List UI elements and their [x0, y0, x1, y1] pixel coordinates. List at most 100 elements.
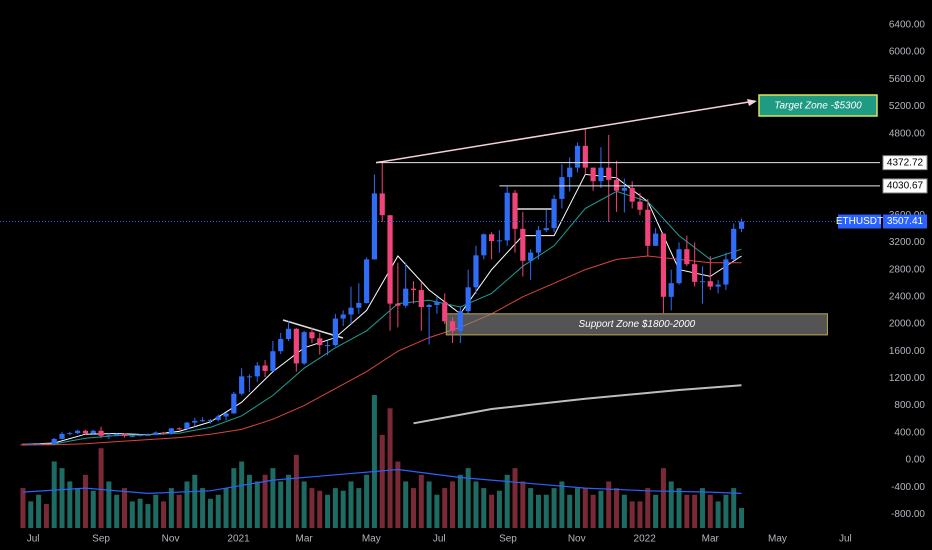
- candle-body: [301, 332, 307, 364]
- candle-body: [168, 428, 174, 434]
- candle-body: [715, 284, 721, 287]
- volume-bar: [715, 501, 721, 528]
- x-tick-label: 2022: [634, 534, 657, 545]
- volume-bar: [395, 461, 401, 528]
- ma-line: [413, 384, 742, 425]
- x-tick-label: Jul: [839, 534, 852, 545]
- volume-bar: [426, 481, 432, 528]
- candle-body: [239, 376, 245, 394]
- volume-bar: [403, 481, 409, 528]
- y-tick-label: -800.00: [891, 509, 925, 520]
- y-tick-label: 5200.00: [889, 101, 926, 112]
- target-arrow: [375, 100, 756, 164]
- volume-bar: [653, 494, 659, 528]
- candle-body: [606, 167, 612, 180]
- volume-bar: [20, 488, 26, 528]
- candle-body: [473, 255, 479, 288]
- candle-body: [153, 432, 159, 435]
- volume-bar: [457, 474, 463, 528]
- candle-body: [731, 228, 737, 260]
- volume-bar: [559, 481, 565, 528]
- candle-body: [434, 302, 440, 305]
- volume-bar: [348, 481, 354, 528]
- y-tick-label: 800.00: [894, 400, 925, 411]
- candle-body: [43, 443, 49, 445]
- candle-body: [598, 167, 604, 182]
- candle-body: [465, 287, 471, 312]
- volume-bar: [520, 481, 526, 528]
- candle-body: [207, 419, 214, 421]
- target-zone-box: [758, 94, 878, 117]
- ma-line: [22, 255, 742, 446]
- candle-body: [449, 321, 456, 331]
- candle-body: [699, 281, 706, 283]
- volume-bar: [512, 468, 518, 528]
- x-tick-label: Nov: [162, 534, 180, 545]
- candle-body: [426, 304, 432, 308]
- y-tick-label: 5600.00: [889, 74, 926, 85]
- volume-bar: [332, 488, 338, 528]
- volume-bar: [489, 494, 495, 528]
- candle-body: [246, 376, 253, 378]
- volume-bar: [465, 468, 471, 528]
- candle-body: [668, 283, 674, 297]
- volume-bar: [325, 494, 331, 528]
- candle-body: [535, 230, 542, 253]
- volume-bar: [317, 490, 323, 528]
- volume-bar: [90, 490, 96, 528]
- volume-bar: [567, 494, 573, 528]
- candle-body: [200, 420, 206, 422]
- volume-bar: [614, 488, 620, 528]
- x-tick-label: Sep: [499, 534, 517, 545]
- candle-body: [418, 290, 424, 308]
- candle-body: [340, 314, 346, 319]
- volume-bar: [629, 501, 635, 528]
- volume-ma-line: [22, 468, 742, 495]
- volume-bar: [723, 494, 729, 528]
- volume-bar: [410, 488, 416, 528]
- y-tick-label: 2800.00: [889, 264, 926, 275]
- candle-body: [543, 228, 549, 231]
- x-tick-label: May: [768, 534, 787, 545]
- y-tick-label: 1200.00: [889, 373, 926, 384]
- candle-body: [278, 338, 284, 352]
- candle-body: [121, 433, 128, 436]
- candle-body: [574, 145, 581, 168]
- candle-body: [262, 365, 268, 371]
- volume-bar: [67, 481, 73, 528]
- candle-body: [223, 413, 229, 417]
- candle-body: [293, 328, 299, 364]
- volume-bar: [543, 494, 549, 528]
- candle-body: [324, 345, 331, 347]
- price-tag: [883, 214, 927, 229]
- volume-bar: [231, 468, 237, 528]
- candle-body: [270, 351, 276, 371]
- candle-body: [481, 234, 487, 256]
- candle-body: [184, 422, 190, 429]
- volume-bar: [582, 488, 588, 528]
- level-label: 4030.67: [887, 181, 924, 192]
- level-tag: [882, 178, 928, 194]
- volume-bar: [75, 488, 81, 528]
- volume-bar: [200, 488, 206, 528]
- volume-bar: [43, 504, 49, 528]
- candle-body: [67, 433, 73, 435]
- volume-bar: [379, 434, 385, 528]
- volume-bar: [535, 494, 541, 528]
- candle-body: [403, 288, 409, 306]
- candle-body: [371, 193, 378, 260]
- candle-body: [660, 233, 667, 297]
- volume-bar: [192, 474, 198, 528]
- volume-bar: [98, 448, 104, 528]
- volume-bar: [684, 494, 690, 528]
- volume-bar: [106, 481, 112, 528]
- volume-bar: [137, 498, 143, 528]
- volume-bar: [606, 481, 612, 528]
- candle-body: [129, 435, 135, 437]
- candle-body: [637, 201, 643, 210]
- candle-body: [82, 430, 89, 434]
- volume-bar: [590, 494, 596, 528]
- y-tick-label: 2000.00: [889, 319, 926, 330]
- volume-bar: [356, 488, 362, 528]
- candle-body: [645, 209, 651, 246]
